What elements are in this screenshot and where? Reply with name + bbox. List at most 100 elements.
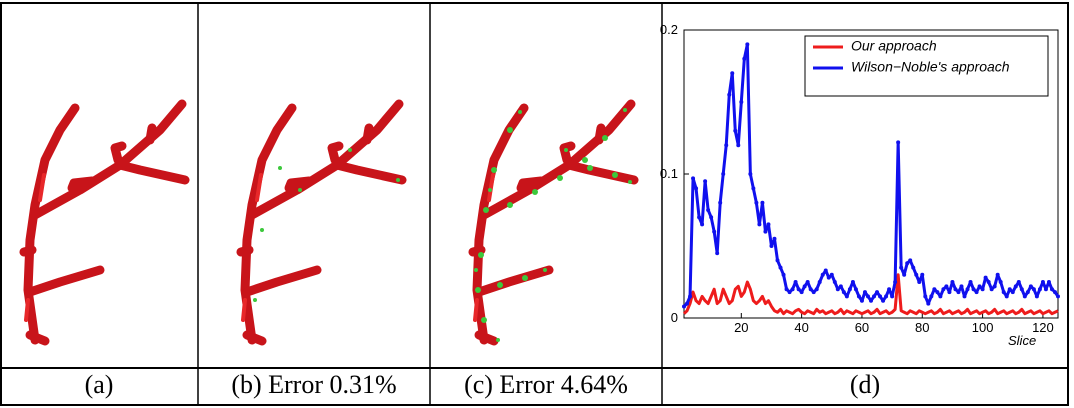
point xyxy=(841,290,846,295)
point xyxy=(893,280,898,284)
point xyxy=(694,186,699,191)
point xyxy=(733,128,738,133)
point xyxy=(769,244,774,248)
point xyxy=(890,294,895,299)
point xyxy=(781,272,786,277)
y-tick-label: 0.2 xyxy=(660,22,678,37)
x-tick-label: 100 xyxy=(972,320,994,335)
point xyxy=(820,272,825,277)
point xyxy=(977,284,982,289)
point xyxy=(1028,284,1033,289)
point xyxy=(790,287,795,292)
x-tick-label: 40 xyxy=(794,320,808,335)
point xyxy=(923,294,928,299)
point xyxy=(974,290,979,295)
point xyxy=(865,294,870,299)
point xyxy=(956,290,961,295)
point xyxy=(787,290,792,295)
point xyxy=(709,215,714,220)
series-line xyxy=(682,273,1059,316)
point xyxy=(1025,290,1030,295)
point xyxy=(968,280,973,284)
point xyxy=(685,301,690,306)
point xyxy=(1013,284,1018,289)
point xyxy=(757,222,762,227)
x-tick-label: 120 xyxy=(1032,320,1054,335)
x-tick-label: 60 xyxy=(855,320,869,335)
point xyxy=(835,287,840,292)
point xyxy=(784,287,789,292)
point xyxy=(856,294,861,299)
point xyxy=(1046,280,1051,284)
point xyxy=(736,143,741,148)
point xyxy=(1037,287,1042,292)
point xyxy=(751,186,756,191)
point xyxy=(887,287,892,292)
point xyxy=(965,287,970,292)
point xyxy=(986,280,991,284)
point xyxy=(703,179,708,184)
point xyxy=(772,236,777,241)
point xyxy=(998,280,1003,284)
caption: (a) xyxy=(85,370,114,399)
point xyxy=(872,294,877,299)
point xyxy=(884,294,889,299)
legend-label: Our approach xyxy=(851,38,937,54)
point xyxy=(796,287,801,292)
x-tick-label: 80 xyxy=(915,320,929,335)
point xyxy=(878,294,883,299)
point xyxy=(971,287,976,292)
point xyxy=(817,280,822,284)
point xyxy=(983,275,988,280)
point xyxy=(760,200,765,205)
point xyxy=(712,229,717,234)
point xyxy=(944,284,949,289)
caption: (c) Error 4.64% xyxy=(464,370,628,399)
point xyxy=(775,258,780,263)
point xyxy=(697,215,702,220)
x-tick-label: 20 xyxy=(734,320,748,335)
point xyxy=(959,284,964,289)
point xyxy=(902,272,907,277)
point xyxy=(847,287,852,292)
point xyxy=(799,290,804,295)
point xyxy=(1019,287,1024,292)
point xyxy=(748,172,753,176)
point xyxy=(844,294,849,299)
point xyxy=(995,272,1000,277)
point xyxy=(1056,294,1060,299)
point xyxy=(1007,287,1012,292)
point xyxy=(1043,287,1048,292)
point xyxy=(899,265,904,270)
point xyxy=(721,172,726,176)
point xyxy=(688,294,693,299)
point xyxy=(700,222,705,227)
caption: (d) xyxy=(850,370,880,399)
point xyxy=(920,272,925,277)
point xyxy=(905,261,910,266)
point xyxy=(859,298,864,303)
error-pixels xyxy=(474,108,632,342)
point xyxy=(805,280,810,284)
point xyxy=(1031,287,1036,292)
point xyxy=(682,304,686,309)
point xyxy=(715,251,720,256)
point xyxy=(727,92,732,97)
point xyxy=(989,287,994,292)
point xyxy=(1040,280,1045,284)
point xyxy=(881,298,886,303)
point xyxy=(793,280,798,284)
point xyxy=(911,265,916,270)
legend-label: Wilson−Noble's approach xyxy=(851,59,1010,75)
point xyxy=(754,200,759,205)
point xyxy=(935,290,940,295)
point xyxy=(766,222,771,227)
x-axis-label: Slice xyxy=(1008,333,1036,348)
y-tick-label: 0.1 xyxy=(660,166,678,181)
point xyxy=(908,258,913,263)
legend-box xyxy=(804,35,1049,97)
point xyxy=(953,287,958,292)
segmentation-image xyxy=(473,104,634,341)
